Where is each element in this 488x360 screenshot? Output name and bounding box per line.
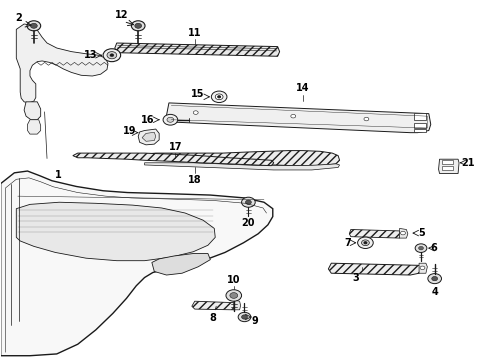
Bar xyxy=(413,113,426,120)
Circle shape xyxy=(215,94,223,100)
Text: 5: 5 xyxy=(417,228,424,238)
Circle shape xyxy=(427,274,441,284)
Text: 19: 19 xyxy=(122,126,136,135)
Circle shape xyxy=(361,240,368,246)
Circle shape xyxy=(217,96,220,98)
Text: 16: 16 xyxy=(141,115,155,125)
Bar xyxy=(413,129,426,132)
Circle shape xyxy=(418,246,423,250)
Circle shape xyxy=(163,114,177,125)
Circle shape xyxy=(30,23,37,28)
Circle shape xyxy=(363,242,366,244)
Circle shape xyxy=(419,266,424,270)
Polygon shape xyxy=(166,103,430,133)
Text: 21: 21 xyxy=(461,158,474,168)
Circle shape xyxy=(107,51,117,59)
Circle shape xyxy=(357,237,372,248)
Text: 11: 11 xyxy=(187,28,201,39)
Polygon shape xyxy=(16,202,215,261)
Circle shape xyxy=(211,91,226,103)
Polygon shape xyxy=(191,301,235,310)
Circle shape xyxy=(245,200,251,204)
Text: 2: 2 xyxy=(15,13,21,23)
Polygon shape xyxy=(27,120,41,134)
Bar xyxy=(413,123,426,128)
Polygon shape xyxy=(328,263,420,275)
Text: 9: 9 xyxy=(251,316,258,325)
Polygon shape xyxy=(152,253,210,275)
Circle shape xyxy=(414,244,426,252)
Text: 7: 7 xyxy=(344,238,350,248)
Polygon shape xyxy=(24,102,41,120)
Circle shape xyxy=(131,21,145,31)
Polygon shape xyxy=(144,150,339,166)
Circle shape xyxy=(400,231,405,235)
Text: 20: 20 xyxy=(241,218,255,228)
Circle shape xyxy=(225,290,241,301)
Text: 15: 15 xyxy=(191,89,204,99)
Text: 1: 1 xyxy=(55,170,61,180)
Polygon shape xyxy=(138,129,159,145)
Polygon shape xyxy=(438,159,458,174)
Text: 17: 17 xyxy=(168,142,182,152)
Text: 6: 6 xyxy=(430,243,437,253)
Text: 10: 10 xyxy=(226,275,240,285)
Circle shape xyxy=(110,54,114,57)
Polygon shape xyxy=(16,24,108,103)
Bar xyxy=(441,166,452,170)
Polygon shape xyxy=(233,300,240,310)
Polygon shape xyxy=(399,228,407,238)
Circle shape xyxy=(431,276,437,281)
Polygon shape xyxy=(142,132,156,141)
Polygon shape xyxy=(418,263,427,273)
Circle shape xyxy=(229,293,237,298)
Circle shape xyxy=(166,117,173,122)
Text: 4: 4 xyxy=(430,287,437,297)
Circle shape xyxy=(241,315,247,319)
Circle shape xyxy=(241,197,255,207)
Circle shape xyxy=(363,117,368,121)
Text: 8: 8 xyxy=(209,313,216,323)
Circle shape xyxy=(193,111,198,114)
Circle shape xyxy=(290,114,295,118)
Text: 18: 18 xyxy=(187,175,201,185)
Text: 14: 14 xyxy=(296,83,309,93)
Polygon shape xyxy=(348,229,400,238)
Polygon shape xyxy=(0,171,272,356)
Circle shape xyxy=(238,312,250,321)
Circle shape xyxy=(103,49,121,62)
Polygon shape xyxy=(144,163,339,170)
Text: 13: 13 xyxy=(83,50,97,60)
Circle shape xyxy=(27,21,41,31)
Text: 3: 3 xyxy=(351,273,358,283)
Polygon shape xyxy=(115,43,279,56)
Bar xyxy=(441,160,452,164)
Circle shape xyxy=(135,23,142,28)
Polygon shape xyxy=(73,153,273,166)
Text: 12: 12 xyxy=(115,10,128,21)
